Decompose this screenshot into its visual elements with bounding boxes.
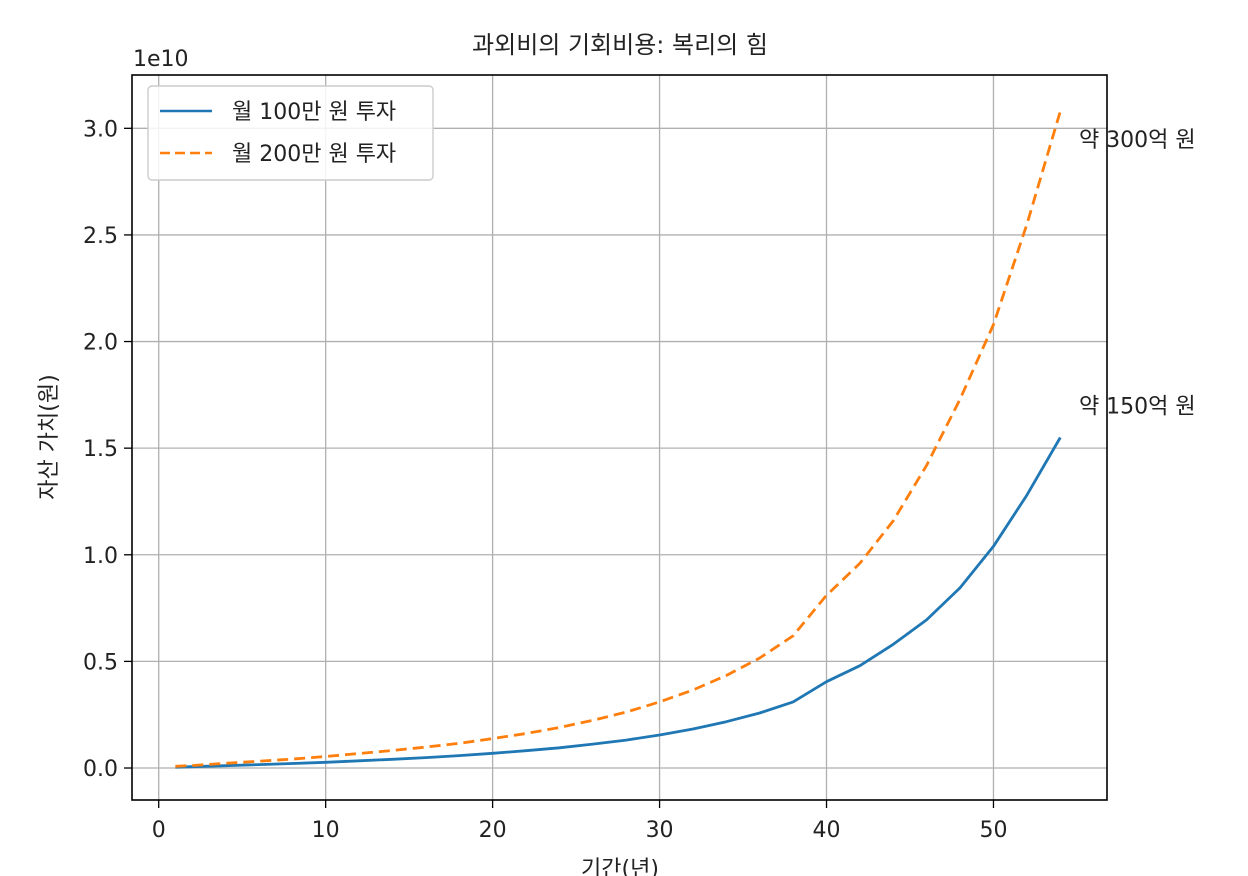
y-tick-label: 1.0 <box>83 544 118 569</box>
annotations: 약 300억 원약 150억 원 <box>1079 128 1196 420</box>
x-tick-label: 20 <box>479 818 507 843</box>
x-tick-label: 50 <box>979 818 1007 843</box>
offset-label: 1e10 <box>133 47 189 72</box>
axis-ticks: 0 10 20 30 40 50 0.0 0.5 1.0 1.5 2.0 2.5 3.0 <box>83 117 1007 843</box>
legend-label-series-1: 월 100만 원 투자 <box>232 100 396 125</box>
annotation-label: 약 300억 원 <box>1079 128 1196 153</box>
y-tick-label: 0.5 <box>83 650 118 675</box>
series-line-1 <box>175 436 1062 769</box>
y-tick-label: 2.0 <box>83 331 118 356</box>
legend: 월 100만 원 투자 월 200만 원 투자 <box>147 85 434 181</box>
y-tick-label: 1.5 <box>83 437 118 462</box>
plot-series <box>175 110 1062 769</box>
x-tick-label: 0 <box>152 818 166 843</box>
y-tick-label: 3.0 <box>83 117 118 142</box>
x-tick-label: 10 <box>312 818 340 843</box>
annotation-label: 약 150억 원 <box>1079 395 1196 420</box>
grid <box>132 75 1107 800</box>
x-tick-label: 40 <box>813 818 841 843</box>
y-axis-label: 자산 가치(원) <box>37 374 62 499</box>
legend-box <box>147 85 434 181</box>
legend-label-series-2: 월 200만 원 투자 <box>232 142 396 167</box>
series-line-2 <box>175 110 1062 768</box>
plot-frame <box>131 74 1108 801</box>
y-tick-label: 2.5 <box>83 224 118 249</box>
x-tick-label: 30 <box>646 818 674 843</box>
chart-title: 과외비의 기회비용: 복리의 힘 <box>472 31 768 59</box>
y-tick-label: 0.0 <box>83 757 118 782</box>
x-axis-label: 기간(년) <box>581 857 659 876</box>
